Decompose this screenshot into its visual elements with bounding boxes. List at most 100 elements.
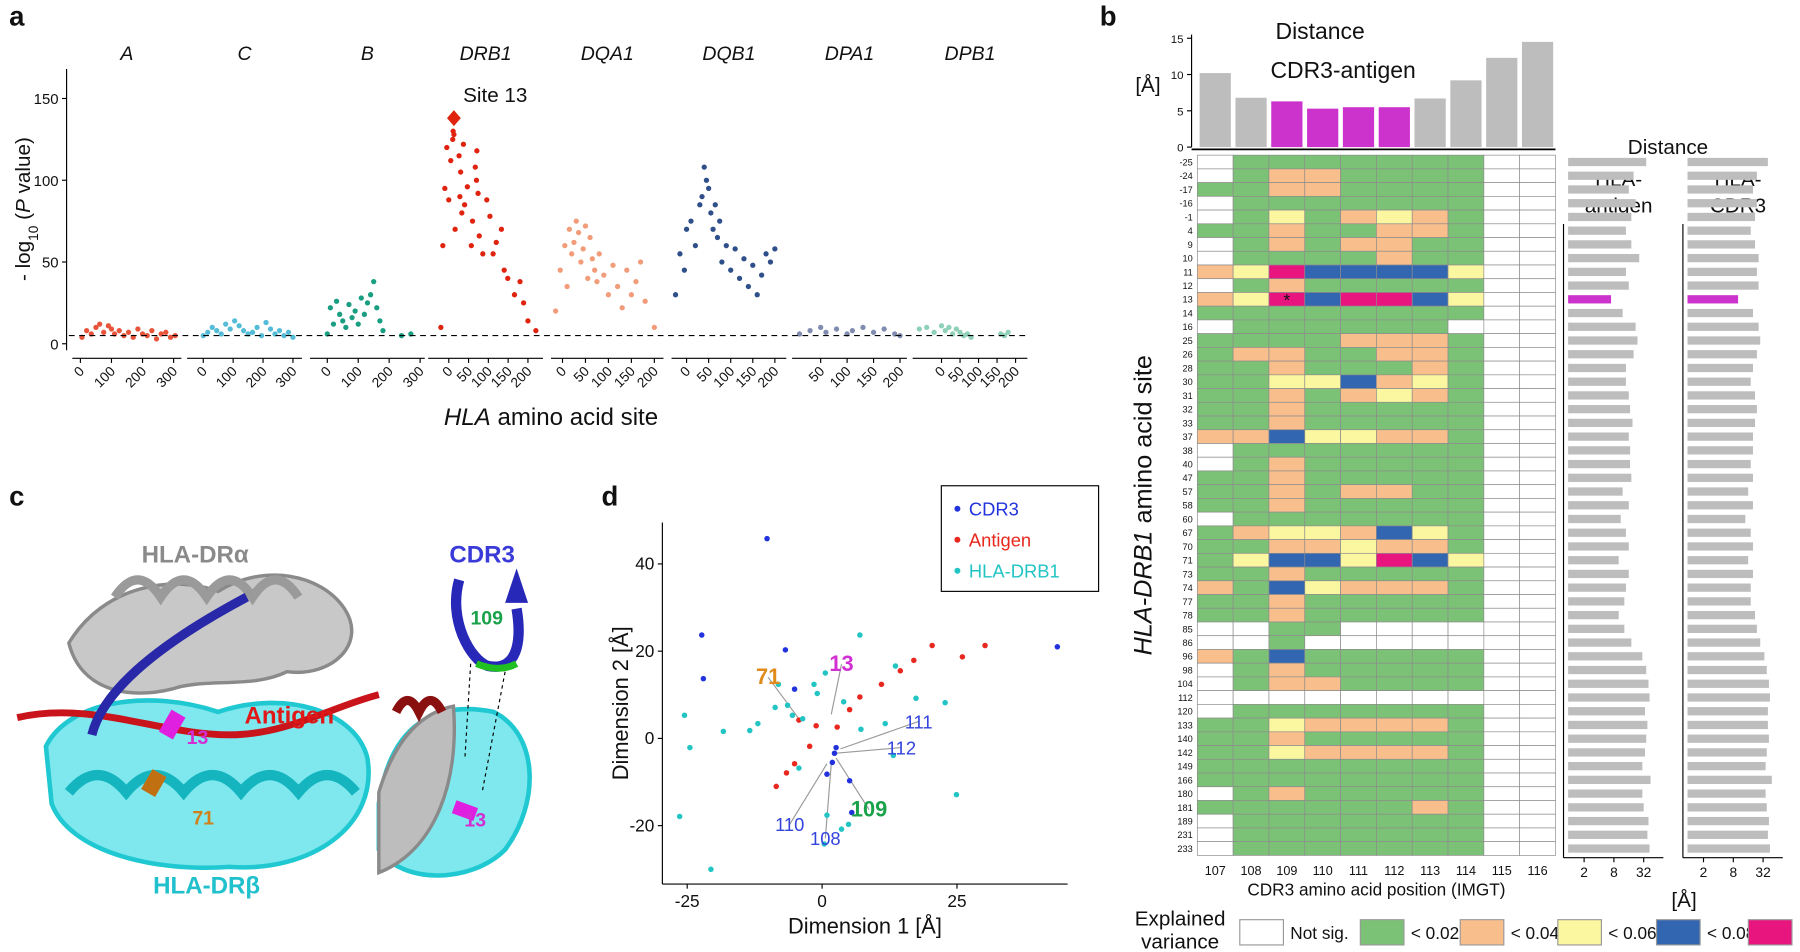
row-label: 104 [1177, 679, 1192, 689]
point [610, 262, 616, 268]
heatmap-cell [1340, 758, 1377, 774]
point [557, 267, 563, 273]
bar [1687, 253, 1759, 263]
row-label: 133 [1177, 720, 1192, 730]
leader-line [835, 757, 870, 810]
heatmap-cell [1340, 388, 1377, 403]
heatmap-cell [1411, 401, 1449, 417]
heatmap-cell [1447, 470, 1485, 486]
bar [1687, 391, 1756, 400]
leader-line [767, 677, 801, 722]
heatmap-cell [1304, 278, 1341, 293]
point-label: 108 [810, 828, 841, 849]
heatmap-cell [1196, 511, 1234, 527]
heatmap-cell [1196, 415, 1234, 431]
heatmap-cell [1483, 607, 1521, 623]
bar [1568, 501, 1629, 510]
heatmap-cell [1376, 813, 1413, 829]
heatmap-cell [1411, 456, 1449, 472]
heatmap-cell [1268, 649, 1306, 664]
point [754, 292, 760, 298]
heatmap-cell [1519, 841, 1556, 856]
heatmap-cell [1447, 841, 1485, 856]
bar [1568, 514, 1621, 524]
heatmap-cell [1411, 649, 1449, 664]
legend-swatch [1655, 919, 1701, 946]
bar [1307, 108, 1339, 148]
heatmap-cell [1304, 456, 1341, 472]
heatmap-cell [1447, 594, 1485, 609]
heatmap-cell [1340, 607, 1377, 623]
heatmap-cell [1519, 250, 1556, 266]
point [585, 275, 591, 281]
x-axis-label-part: HLA [444, 404, 491, 431]
bar [1568, 652, 1643, 661]
heatmap-cell [1268, 786, 1306, 801]
heatmap-cell [1196, 470, 1234, 486]
heatmap-cell [1268, 470, 1306, 486]
heatmap-cell [1411, 168, 1449, 183]
row-label: 47 [1183, 473, 1193, 483]
point [578, 259, 584, 265]
heatmap-cell [1483, 621, 1521, 637]
heatmap-cell [1268, 813, 1306, 829]
heatmap-cell [1304, 401, 1341, 417]
bar [1687, 281, 1759, 290]
y-tick-label: 40 [635, 554, 654, 574]
heatmap-cell [1304, 841, 1341, 856]
y-tick-label: 10 [1171, 70, 1184, 82]
row-label: 74 [1183, 583, 1193, 593]
point [824, 771, 830, 777]
point [101, 329, 107, 335]
heatmap-cell [1447, 443, 1485, 458]
heatmap-cell [1268, 401, 1306, 417]
heatmap-cell [1340, 552, 1377, 568]
point [824, 812, 830, 818]
heatmap-cell [1411, 676, 1449, 691]
heatmap-cell [1376, 621, 1413, 637]
heatmap-cell [1447, 758, 1485, 774]
bar [1687, 652, 1765, 661]
point [681, 267, 688, 273]
heatmap-cell [1411, 470, 1449, 486]
heatmap-cell [1304, 168, 1341, 183]
heatmap-cell [1411, 305, 1449, 321]
heatmap-cell [1483, 278, 1521, 293]
column-label: 114 [1456, 864, 1476, 878]
point-label: 71 [756, 664, 780, 689]
point [327, 305, 334, 311]
point [276, 328, 283, 334]
heatmap-cell [1483, 347, 1521, 362]
point [249, 329, 256, 335]
heatmap-cell [1340, 374, 1377, 389]
point [870, 329, 877, 335]
heatmap-cell [1232, 470, 1270, 486]
heatmap-cell [1447, 607, 1485, 623]
heatmap-cell [1340, 813, 1377, 829]
x-tick-label: 25 [947, 891, 966, 911]
heatmap-cell [1196, 662, 1234, 678]
heatmap-cell [1340, 580, 1377, 595]
bar [1687, 707, 1768, 716]
heatmap-cell [1376, 552, 1413, 568]
point [343, 324, 349, 331]
heatmap-cell [1519, 813, 1556, 829]
heatmap-cell [1232, 333, 1270, 348]
row-label: 28 [1183, 363, 1193, 373]
bar [1568, 775, 1651, 785]
heatmap-cell [1268, 827, 1306, 843]
bar [1687, 363, 1753, 373]
heatmap-cell [1304, 566, 1341, 582]
bar [1687, 624, 1757, 633]
point [821, 841, 828, 847]
heatmap-cell [1340, 621, 1377, 637]
heatmap-cell [1304, 250, 1341, 266]
heatmap-cell [1411, 662, 1449, 678]
point [587, 234, 593, 241]
point [364, 300, 371, 306]
heatmap-cell [1411, 635, 1449, 650]
heatmap-cell [1340, 649, 1377, 664]
column-label: 111 [1349, 864, 1368, 878]
point [619, 305, 625, 311]
heatmap-cell [1304, 552, 1341, 568]
